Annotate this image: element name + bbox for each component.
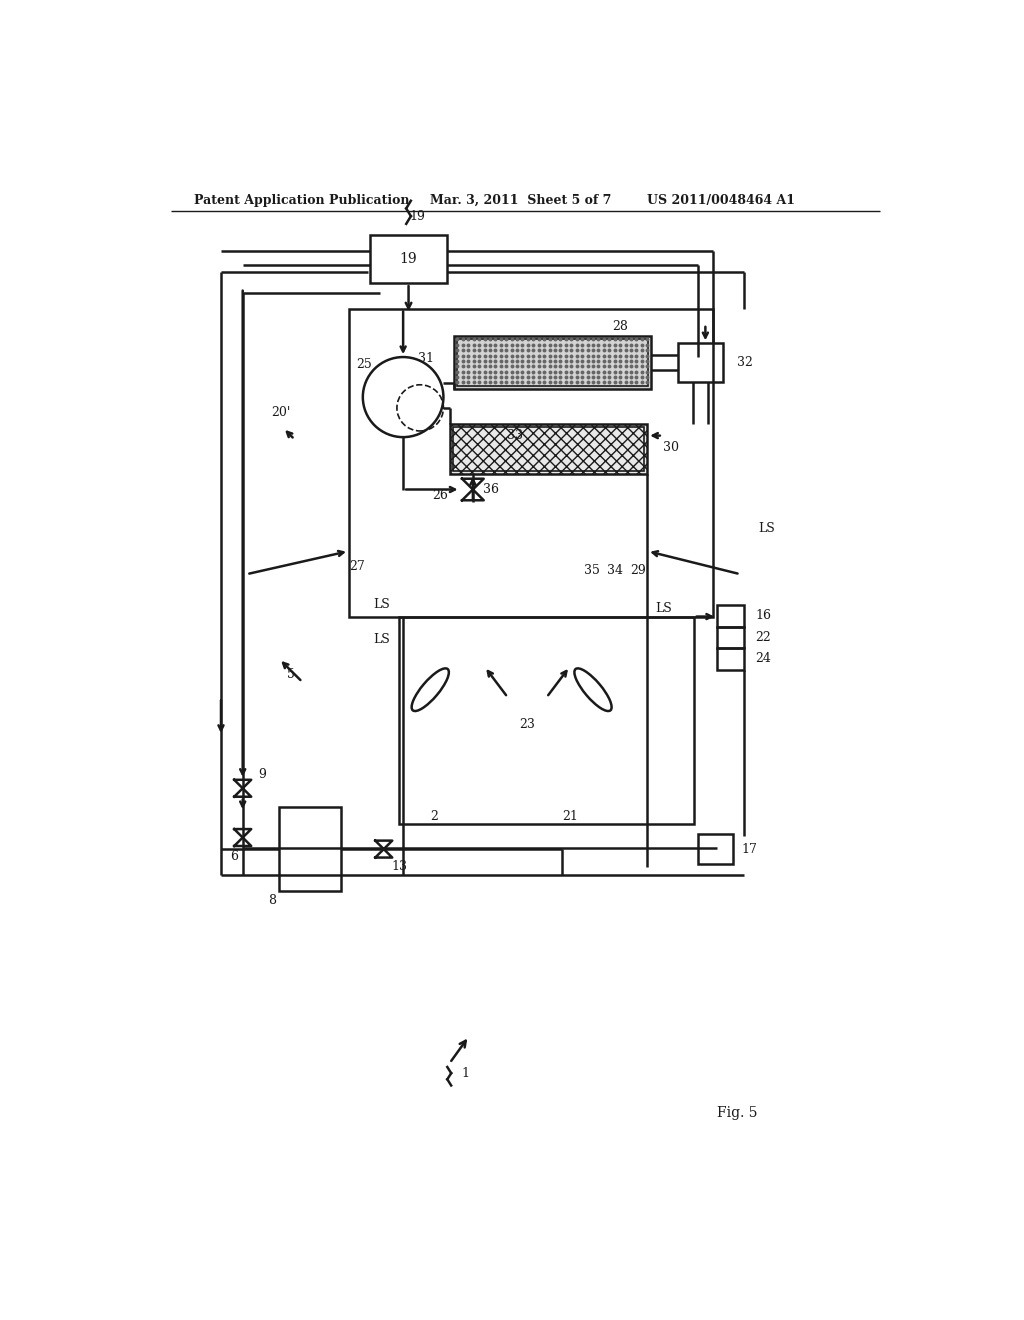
Text: 36: 36: [483, 483, 500, 496]
Text: 5: 5: [287, 668, 295, 681]
Text: 22: 22: [755, 631, 771, 644]
Text: 16: 16: [755, 610, 771, 622]
Text: 33: 33: [508, 429, 523, 442]
Bar: [280, 807, 341, 891]
Bar: [717, 605, 744, 627]
Text: 17: 17: [741, 842, 758, 855]
Text: LS: LS: [374, 634, 390, 647]
Bar: [457, 339, 648, 387]
Text: 2: 2: [430, 810, 438, 824]
Bar: [717, 627, 744, 648]
Text: 28: 28: [612, 319, 628, 333]
Text: 13: 13: [391, 859, 408, 873]
Text: LS: LS: [655, 602, 672, 615]
Text: 19: 19: [410, 210, 426, 223]
Text: 6: 6: [230, 850, 239, 863]
Text: 34: 34: [606, 564, 623, 577]
Text: 8: 8: [268, 894, 276, 907]
Bar: [450, 424, 647, 474]
Text: 9: 9: [258, 768, 266, 781]
Bar: [678, 343, 723, 381]
Bar: [717, 648, 744, 669]
Text: Patent Application Publication: Patent Application Publication: [194, 194, 410, 207]
Bar: [454, 335, 651, 389]
Bar: [697, 834, 732, 863]
Text: 30: 30: [663, 441, 679, 454]
Bar: [453, 428, 644, 471]
Text: 32: 32: [737, 356, 753, 370]
Text: Mar. 3, 2011  Sheet 5 of 7: Mar. 3, 2011 Sheet 5 of 7: [430, 194, 611, 207]
Bar: [349, 309, 713, 616]
Text: 29: 29: [630, 564, 646, 577]
Text: LS: LS: [374, 598, 390, 611]
Text: US 2011/0048464 A1: US 2011/0048464 A1: [647, 194, 796, 207]
Text: 21: 21: [562, 810, 578, 824]
Text: 1: 1: [461, 1067, 469, 1080]
Text: 26: 26: [432, 490, 449, 502]
Text: Fig. 5: Fig. 5: [717, 1106, 758, 1121]
Bar: [399, 616, 693, 825]
Text: 25: 25: [356, 358, 372, 371]
Text: 27: 27: [349, 560, 365, 573]
Text: 19: 19: [399, 252, 418, 267]
Text: 24: 24: [755, 652, 771, 665]
Text: 20': 20': [271, 407, 291, 418]
Text: LS: LS: [758, 521, 775, 535]
Text: 31: 31: [419, 352, 434, 366]
Text: 23: 23: [519, 718, 536, 731]
Text: 35: 35: [584, 564, 599, 577]
Bar: [370, 235, 447, 284]
